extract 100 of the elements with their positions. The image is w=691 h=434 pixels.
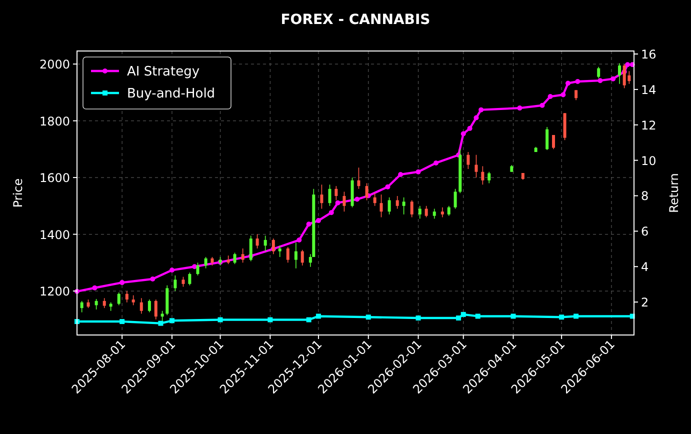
point <box>598 78 603 84</box>
candlestick <box>196 262 200 276</box>
y-tick-label: 1800 <box>39 114 70 128</box>
point <box>296 238 302 243</box>
point <box>120 280 125 286</box>
legend-label: Buy-and-Hold <box>127 86 216 102</box>
point <box>475 314 480 319</box>
candlestick <box>402 197 406 215</box>
candlestick <box>574 90 578 100</box>
point <box>316 314 321 319</box>
candlestick <box>618 62 622 84</box>
point <box>565 80 570 86</box>
candlestick <box>125 290 128 303</box>
candlestick <box>481 166 484 186</box>
candlestick <box>286 246 290 264</box>
point <box>366 314 371 320</box>
candlestick <box>182 276 185 288</box>
candlestick <box>447 206 450 216</box>
candlestick <box>294 242 298 269</box>
y-tick-label: 1400 <box>39 228 70 242</box>
candlestick <box>424 206 428 218</box>
point <box>398 172 404 177</box>
y2-tick-label: 8 <box>641 189 649 204</box>
point <box>218 317 223 322</box>
candlestick <box>334 186 338 201</box>
candlestick <box>357 167 360 190</box>
point <box>467 126 472 131</box>
point <box>150 276 156 282</box>
candlestick <box>154 299 158 320</box>
point <box>268 317 273 322</box>
point <box>385 184 390 190</box>
candlestick <box>160 310 164 322</box>
candlestick <box>204 256 208 269</box>
candlestick <box>454 188 457 210</box>
y2-tick-label: 4 <box>641 260 649 274</box>
candlestick <box>546 126 549 150</box>
candlestick <box>373 192 376 206</box>
point <box>460 131 466 136</box>
candlestick <box>278 245 282 258</box>
candlestick <box>396 196 399 210</box>
point <box>316 218 321 224</box>
candlestick <box>140 298 143 314</box>
point <box>559 314 564 320</box>
y-tick-label: 2000 <box>39 58 70 72</box>
point <box>354 196 360 202</box>
chart-title: FOREX - CANNABIS <box>280 12 430 28</box>
point <box>433 160 438 166</box>
point <box>456 315 462 320</box>
point <box>158 320 164 326</box>
point <box>560 92 566 98</box>
candlestick <box>188 272 192 286</box>
point <box>510 314 516 319</box>
point <box>625 62 630 68</box>
candlestick <box>474 154 478 178</box>
point <box>460 312 466 317</box>
point <box>335 200 340 206</box>
y2-tick-label: 14 <box>641 82 656 97</box>
candlestick <box>410 200 414 218</box>
y2-tick-label: 10 <box>641 154 656 168</box>
point <box>610 76 616 82</box>
point <box>120 319 125 324</box>
candlestick <box>80 300 84 313</box>
candlestick <box>132 294 135 306</box>
candlestick <box>241 248 244 264</box>
candlestick <box>102 298 106 308</box>
candlestick <box>320 184 324 210</box>
point <box>306 222 312 227</box>
candlestick <box>552 134 556 150</box>
y2-tick-label: 16 <box>641 48 656 62</box>
candlestick <box>256 234 259 249</box>
point <box>540 102 545 108</box>
y2-tick-label: 12 <box>641 118 656 132</box>
candlestick <box>440 206 444 218</box>
candlestick <box>388 197 391 215</box>
point <box>416 169 421 174</box>
point <box>169 268 174 273</box>
y2-axis-title: Return <box>667 173 681 213</box>
point <box>328 210 334 216</box>
candlestick <box>174 275 177 292</box>
point <box>169 318 174 324</box>
candlestick <box>328 184 332 206</box>
point <box>548 94 553 100</box>
point <box>306 317 312 322</box>
point <box>416 315 421 320</box>
point <box>517 106 522 111</box>
y-tick-label: 1600 <box>39 171 70 186</box>
candlestick <box>233 252 236 264</box>
candlestick <box>432 208 436 220</box>
y-tick-label: 1200 <box>39 284 70 299</box>
candlestick <box>117 292 120 306</box>
candlestick <box>418 206 422 220</box>
candlestick <box>94 298 98 310</box>
y2-tick-label: 2 <box>641 296 649 310</box>
candlestick <box>380 194 383 218</box>
candlestick <box>342 191 346 212</box>
point <box>92 285 98 290</box>
legend-label: AI Strategy <box>127 64 200 80</box>
point <box>575 78 580 84</box>
y2-tick-label: 6 <box>641 224 649 239</box>
point <box>474 115 479 120</box>
